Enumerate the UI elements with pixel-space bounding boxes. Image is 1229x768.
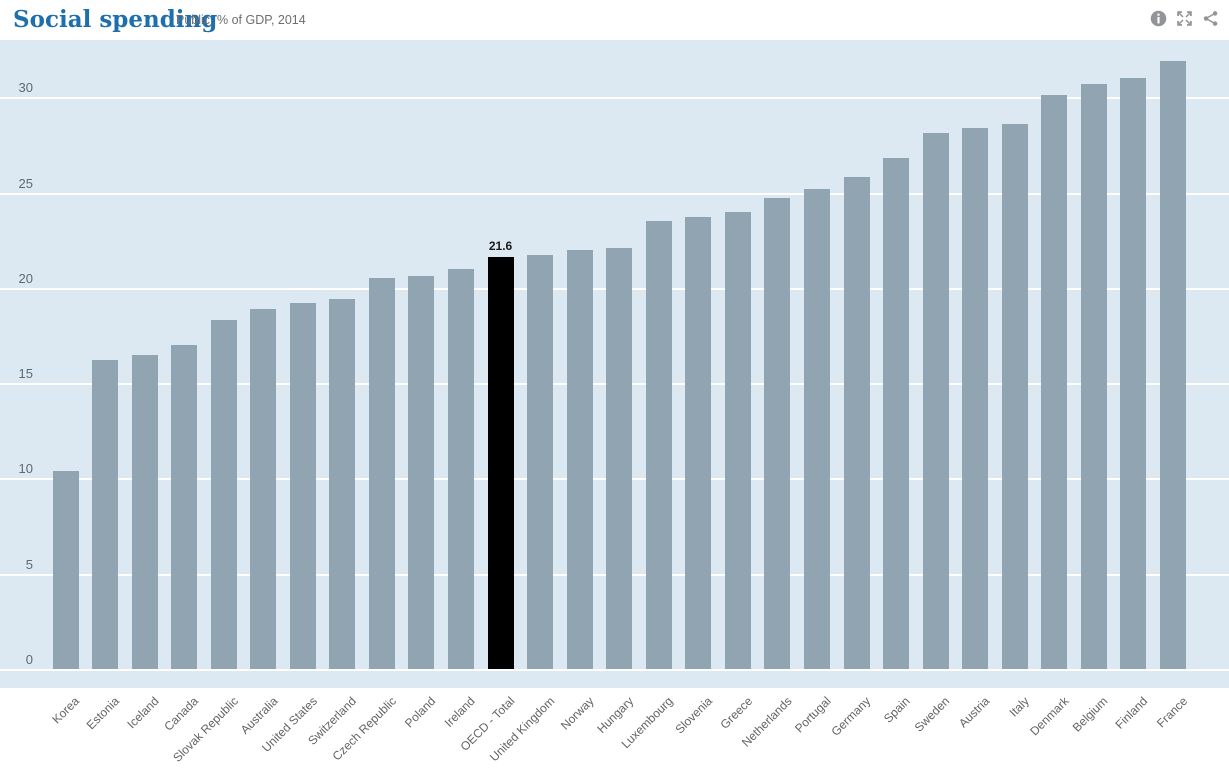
bar-austria[interactable]: [962, 127, 989, 669]
x-axis-label-finland: Finland: [1112, 694, 1151, 732]
bar-slovenia[interactable]: [685, 217, 712, 669]
highlight-value-label: 21.6: [488, 239, 513, 254]
y-axis-tick-label: 0: [25, 652, 33, 667]
x-axis-label-poland: Poland: [402, 694, 439, 731]
bar-chart-plot-area: 0 5 10 15 20 25 30 21.6: [0, 40, 1229, 688]
chart-header: Social spending Public, % of GDP, 2014: [0, 0, 1229, 40]
y-axis-tick-label: 15: [18, 366, 33, 382]
bar-czech-republic[interactable]: [368, 278, 395, 669]
bar-belgium[interactable]: [1080, 83, 1107, 669]
x-axis-label-estonia: Estonia: [83, 694, 122, 733]
x-axis-label-norway: Norway: [557, 694, 597, 733]
bar-united-kingdom[interactable]: [527, 255, 554, 669]
bar-estonia[interactable]: [92, 360, 119, 669]
header-toolbar: [1150, 10, 1219, 27]
bar-hungary[interactable]: [606, 247, 633, 669]
y-axis-tick-label: 10: [18, 461, 33, 477]
bar-canada[interactable]: [171, 344, 198, 669]
y-axis-tick-label: 25: [18, 175, 33, 191]
y-axis-tick-label: 30: [18, 80, 33, 96]
bar-oecd-total[interactable]: [487, 257, 514, 669]
y-axis-tick-label: 5: [25, 556, 33, 572]
x-axis-label-austria: Austria: [955, 694, 993, 731]
bar-italy[interactable]: [1001, 123, 1028, 669]
bar-spain[interactable]: [883, 158, 910, 669]
bar-luxembourg[interactable]: [645, 221, 672, 669]
bar-finland[interactable]: [1120, 78, 1147, 669]
bar-norway[interactable]: [566, 249, 593, 669]
x-axis-label-spain: Spain: [881, 694, 913, 726]
x-axis-label-germany: Germany: [828, 694, 874, 739]
fullscreen-icon[interactable]: [1176, 10, 1193, 27]
bar-greece[interactable]: [724, 211, 751, 669]
page-title: Social spending: [13, 6, 218, 33]
bar-switzerland[interactable]: [329, 299, 356, 669]
bar-germany[interactable]: [843, 177, 870, 669]
x-axis-label-belgium: Belgium: [1070, 694, 1111, 735]
info-icon[interactable]: [1150, 10, 1167, 27]
bar-denmark[interactable]: [1041, 95, 1068, 669]
x-axis-label-france: France: [1153, 694, 1190, 731]
bar-united-states[interactable]: [289, 303, 316, 669]
x-axis-label-italy: Italy: [1006, 694, 1032, 720]
x-axis-labels-area: Korea Estonia Iceland Canada Slovak Republic…: [0, 688, 1229, 768]
x-axis-label-slovenia: Slovenia: [672, 694, 716, 737]
bar-sweden[interactable]: [922, 133, 949, 669]
chart-subtitle: Public, % of GDP, 2014: [176, 13, 306, 27]
y-axis-tick-label: 20: [18, 270, 33, 286]
bar-netherlands[interactable]: [764, 198, 791, 669]
x-axis-label-iceland: Iceland: [124, 694, 162, 732]
bar-portugal[interactable]: [803, 188, 830, 669]
x-axis-label-korea: Korea: [49, 694, 83, 727]
x-axis-label-canada: Canada: [161, 694, 202, 734]
x-axis-label-portugal: Portugal: [792, 694, 834, 736]
bar-france[interactable]: [1159, 61, 1186, 669]
share-icon[interactable]: [1202, 10, 1219, 27]
bar-slovak-republic[interactable]: [210, 320, 237, 669]
gridline-25: [0, 192, 1229, 195]
gridline-30: [0, 97, 1229, 100]
x-axis-label-denmark: Denmark: [1026, 694, 1072, 739]
bar-iceland[interactable]: [131, 354, 158, 669]
x-axis-label-ireland: Ireland: [442, 694, 478, 730]
bar-korea[interactable]: [52, 470, 79, 669]
bar-poland[interactable]: [408, 276, 435, 669]
x-axis-label-greece: Greece: [717, 694, 755, 732]
gridline-0: [0, 669, 1229, 671]
bar-ireland[interactable]: [448, 268, 474, 669]
x-axis-label-sweden: Sweden: [911, 694, 953, 735]
bar-australia[interactable]: [250, 308, 277, 669]
